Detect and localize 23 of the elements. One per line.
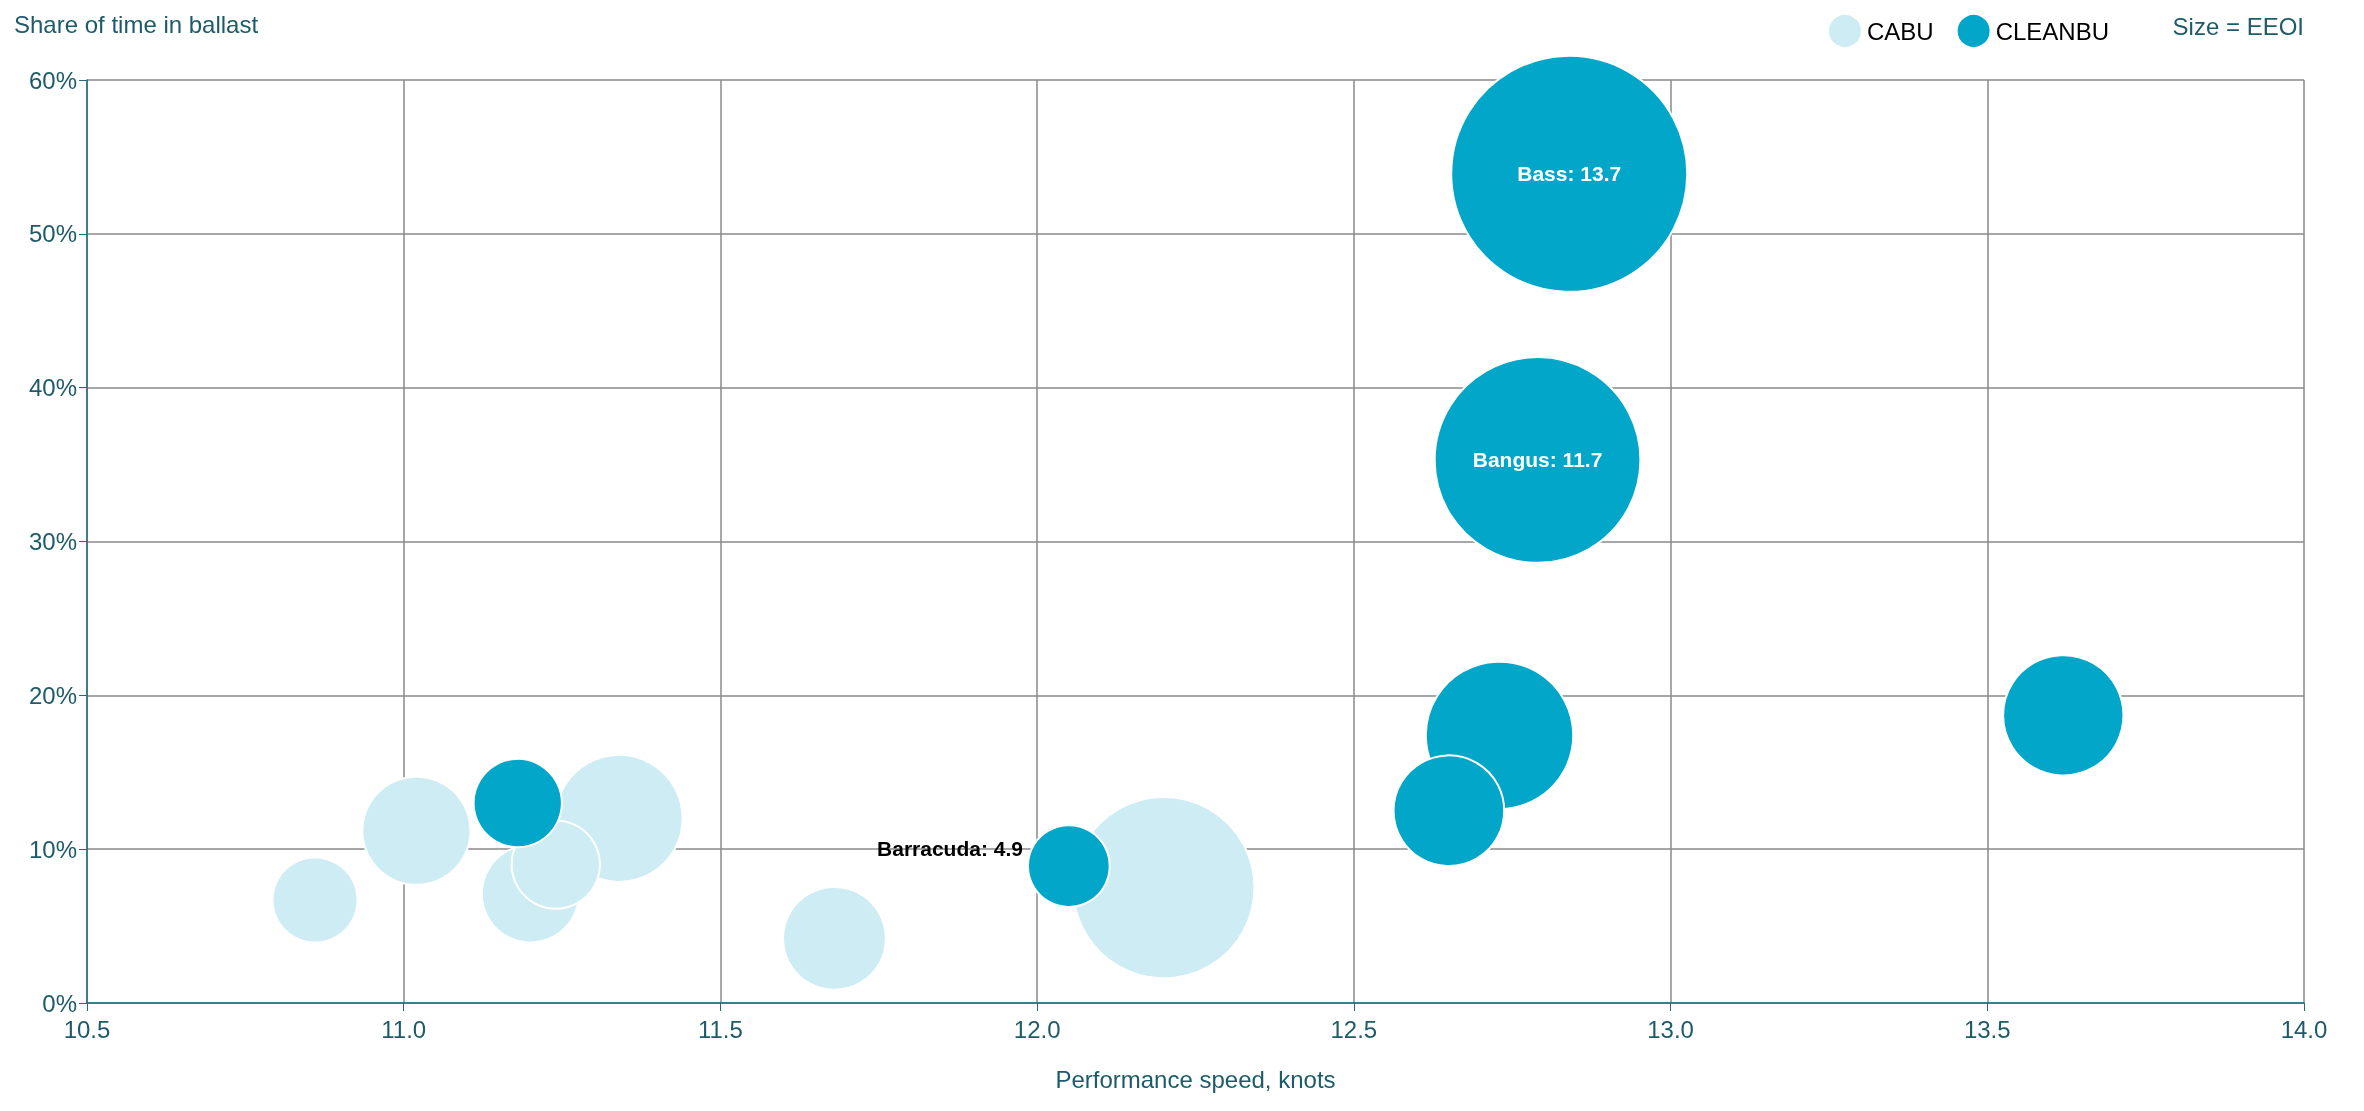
y-tick-label: 50% (28, 220, 77, 248)
x-tick-label: 11.5 (697, 1015, 743, 1043)
annotation: Bass: 13.7 (1517, 162, 1622, 186)
y-tick-label: 60% (28, 66, 77, 94)
x-tick-label: 10.5 (63, 1015, 111, 1043)
x-tick-label: 13.0 (1647, 1015, 1694, 1043)
y-tick-label: 30% (28, 528, 77, 555)
y-tick-label: 10% (28, 835, 77, 863)
x-tick-label: 12.0 (1013, 1015, 1061, 1043)
x-tick-label: 14.0 (2280, 1015, 2328, 1043)
y-tick-label: 40% (28, 374, 77, 402)
x-tick-label: 11.0 (381, 1015, 427, 1043)
y-axis-title: Share of time in ballast (14, 10, 259, 38)
y-tick-label: 20% (28, 681, 77, 709)
legend-label: CLEANBU (1995, 17, 2110, 45)
y-tick-label: 0% (42, 989, 77, 1017)
x-axis-title: Performance speed, knots (1055, 1065, 1336, 1093)
annotation: Barracuda: 4.9 (877, 836, 1023, 860)
x-tick-label: 13.5 (1963, 1015, 2011, 1043)
text: Size = EEOI (2172, 12, 2304, 40)
annotation: Bangus: 11.7 (1472, 448, 1603, 472)
legend-label: CABU (1866, 17, 1934, 45)
x-tick-label: 12.5 (1330, 1015, 1378, 1043)
